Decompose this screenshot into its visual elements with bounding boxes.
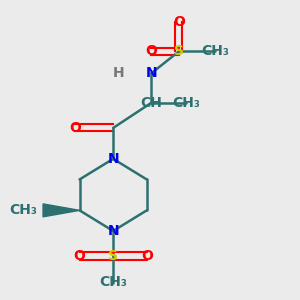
Text: CH: CH [140, 96, 162, 110]
Text: S: S [174, 44, 184, 58]
Text: S: S [108, 249, 118, 263]
Text: O: O [74, 249, 86, 263]
Text: CH₃: CH₃ [99, 275, 127, 290]
Text: O: O [173, 15, 185, 29]
Text: N: N [107, 152, 119, 166]
Polygon shape [43, 204, 80, 217]
Text: O: O [141, 249, 153, 263]
Text: O: O [145, 44, 157, 58]
Text: O: O [69, 121, 81, 135]
Text: N: N [107, 224, 119, 238]
Text: CH₃: CH₃ [9, 203, 37, 218]
Text: N: N [145, 66, 157, 80]
Text: CH₃: CH₃ [202, 44, 230, 58]
Text: H: H [113, 66, 125, 80]
Text: CH₃: CH₃ [172, 96, 200, 110]
